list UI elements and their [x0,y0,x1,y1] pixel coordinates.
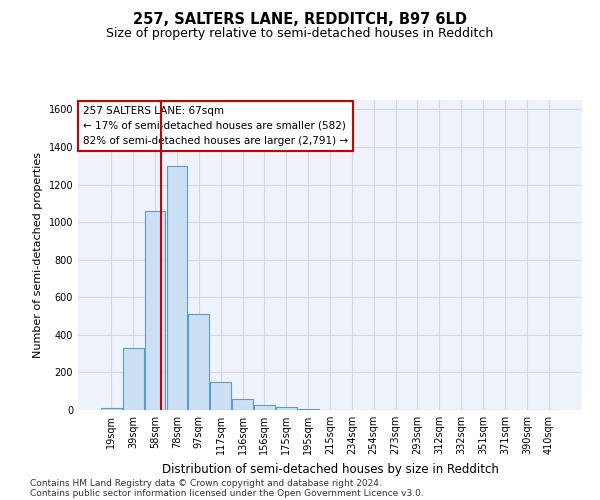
Text: Contains public sector information licensed under the Open Government Licence v3: Contains public sector information licen… [30,488,424,498]
Bar [101,408,122,410]
Bar [123,348,143,410]
Text: 257, SALTERS LANE, REDDITCH, B97 6LD: 257, SALTERS LANE, REDDITCH, B97 6LD [133,12,467,28]
Text: Contains HM Land Registry data © Crown copyright and database right 2024.: Contains HM Land Registry data © Crown c… [30,478,382,488]
Bar [298,409,319,410]
X-axis label: Distribution of semi-detached houses by size in Redditch: Distribution of semi-detached houses by … [161,462,499,475]
Bar [232,398,253,410]
Bar [210,382,231,410]
Text: 257 SALTERS LANE: 67sqm
← 17% of semi-detached houses are smaller (582)
82% of s: 257 SALTERS LANE: 67sqm ← 17% of semi-de… [83,106,348,146]
Bar [145,211,166,410]
Bar [188,314,209,410]
Text: Size of property relative to semi-detached houses in Redditch: Size of property relative to semi-detach… [106,28,494,40]
Y-axis label: Number of semi-detached properties: Number of semi-detached properties [33,152,43,358]
Bar [167,166,187,410]
Bar [254,406,275,410]
Bar [276,407,296,410]
